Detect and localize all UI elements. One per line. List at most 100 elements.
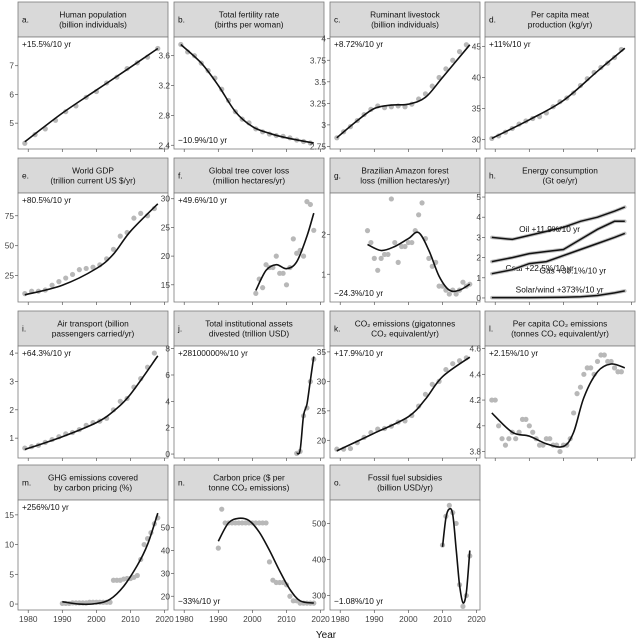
y-tick-label: 4: [476, 421, 481, 431]
y-tick-label: 4.4: [469, 369, 481, 379]
trend-stat: +2.15%/10 yr: [489, 348, 538, 358]
trend-stat: −33%/10 yr: [178, 596, 220, 606]
data-point: [426, 255, 432, 261]
data-point: [422, 391, 429, 397]
y-tick-label: 3.2: [158, 81, 170, 91]
y-tick-label: 3: [9, 376, 14, 386]
data-point: [456, 358, 463, 364]
y-tick-label: 2: [476, 253, 481, 263]
panel-letter: n.: [178, 478, 185, 488]
panel-letter: f.: [178, 171, 183, 181]
y-tick-label: 5: [9, 118, 14, 128]
data-point: [577, 384, 584, 390]
y-tick-label: 3: [321, 120, 326, 130]
panel-title-line: Per capita CO₂ emissions: [513, 319, 608, 329]
panel-strip: [329, 1, 481, 38]
y-tick-label: 1: [9, 433, 14, 443]
panel-strip: [173, 1, 325, 38]
y-tick-label: 4: [9, 348, 14, 358]
data-point: [283, 282, 290, 288]
data-point: [513, 436, 519, 442]
trend-stat: +15.5%/10 yr: [22, 39, 71, 49]
panel-title-line: GHG emissions covered: [48, 473, 138, 483]
y-tick-label: 2: [165, 423, 170, 433]
data-point: [453, 520, 459, 527]
y-tick-label: 7: [9, 61, 14, 71]
x-tick-label: 2020: [311, 614, 330, 624]
panel-title-line: tonne CO₂ emissions): [209, 482, 290, 492]
y-tick-label: 20: [317, 435, 327, 445]
series-line-0: [491, 206, 626, 241]
y-tick-label: 15: [161, 280, 171, 290]
data-point: [290, 236, 296, 242]
data-point: [263, 520, 269, 526]
y-tick-label: 35: [317, 347, 327, 357]
data-point: [151, 205, 157, 212]
data-point: [557, 448, 563, 455]
panel-strip: [484, 157, 636, 194]
x-tick-label: 1980: [175, 614, 194, 624]
data-point: [364, 228, 371, 234]
y-tick-label: 2.8: [158, 110, 170, 120]
data-point: [83, 265, 89, 272]
data-point: [523, 416, 529, 422]
data-point: [460, 603, 466, 609]
data-point: [443, 66, 449, 72]
y-tick-label: 6: [165, 370, 170, 380]
data-point: [107, 599, 113, 605]
series-line-2: [491, 232, 626, 275]
x-tick-label: 2010: [277, 614, 296, 624]
data-point: [588, 365, 594, 371]
trend-line: [336, 44, 471, 139]
data-point: [141, 541, 147, 548]
trend-line: [491, 47, 626, 140]
y-tick-label: 0: [476, 293, 481, 303]
panel-strip: [484, 310, 636, 347]
y-tick-label: 3.6: [158, 51, 170, 61]
x-tick-label: 2000: [87, 614, 106, 624]
panel-letter: l.: [489, 324, 493, 334]
y-tick-label: 40: [472, 72, 482, 82]
y-tick-label: 35: [472, 104, 482, 114]
panel-title-line: (trillion current US $/yr): [50, 175, 136, 185]
data-point: [368, 239, 374, 246]
plot-area: [17, 499, 169, 611]
panel-title-line: (billion individuals): [371, 19, 439, 29]
trend-stat: +8.72%/10 yr: [334, 39, 383, 49]
data-point: [574, 391, 580, 397]
data-point: [375, 267, 381, 273]
trend-stat: +28100000%/10 yr: [178, 348, 248, 358]
y-tick-label: 0: [9, 599, 14, 609]
y-tick-label: 30: [472, 135, 482, 145]
x-tick-label: 1980: [19, 614, 38, 624]
y-tick-label: 2: [321, 230, 326, 240]
panel-title-line: Energy consumption: [522, 166, 598, 176]
panel-c: c. Ruminant livestock(billion individuals…: [310, 1, 481, 152]
x-tick-label: 1990: [209, 614, 228, 624]
data-point: [453, 291, 459, 297]
data-point: [456, 49, 463, 55]
panel-title-line: Air transport (billion: [57, 319, 129, 329]
panel-letter: g.: [334, 171, 341, 181]
data-point: [506, 436, 512, 442]
trend-line: [180, 43, 314, 144]
y-tick-label: 25: [161, 222, 171, 232]
panel-title-line: (births per woman): [214, 19, 283, 29]
data-point: [502, 442, 509, 448]
data-point: [443, 366, 449, 373]
data-point: [460, 279, 466, 285]
data-point: [611, 365, 618, 371]
data-point: [530, 429, 536, 435]
trend-stat: +64.3%/10 yr: [22, 348, 71, 358]
data-point: [450, 57, 456, 63]
data-point: [581, 371, 587, 377]
data-point: [446, 502, 452, 509]
panel-letter: e.: [22, 171, 29, 181]
data-point: [436, 74, 442, 81]
y-tick-label: 3.5: [314, 77, 326, 87]
panel-title-line: CO₂ emissions (gigatonnes: [355, 319, 456, 329]
